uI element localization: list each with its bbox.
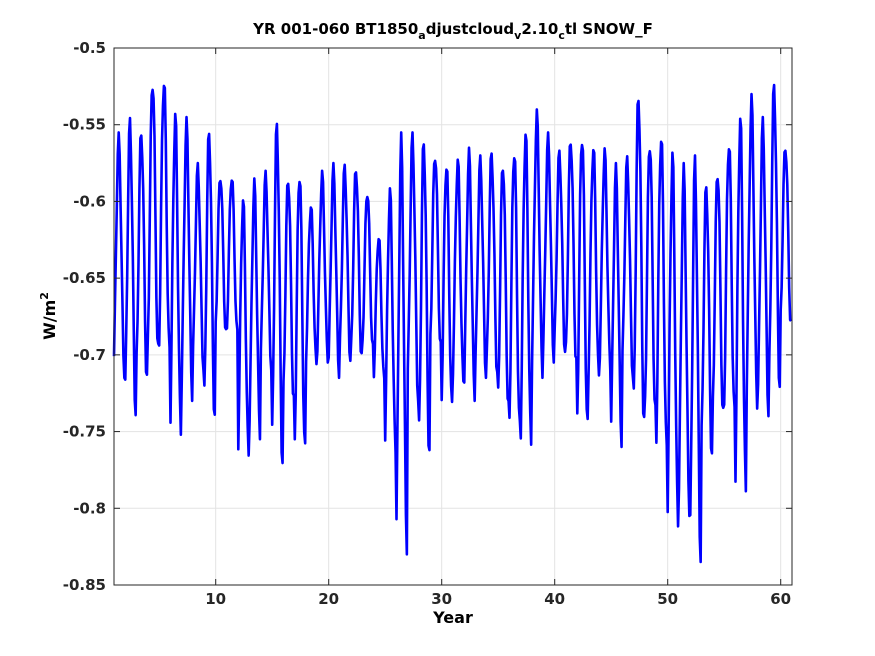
x-tick-label: 50 [657,590,678,608]
y-tick-label: -0.75 [63,423,106,441]
y-tick-label: -0.5 [73,39,106,57]
chart-title-subscript: c [558,29,565,42]
chart-title-part: YR 001-060 BT1850 [252,20,418,38]
x-tick-label: 20 [318,590,339,608]
series-line [112,83,793,564]
y-tick-label: -0.7 [73,346,106,364]
x-tick-label: 60 [770,590,791,608]
x-tick-label: 30 [431,590,452,608]
plot-frame [113,47,793,586]
y-axis-label-base: W/m [40,300,59,340]
chart-title-part: djustcloud [426,20,514,38]
y-axis-label: W/m2 [38,292,59,340]
y-tick-label: -0.55 [63,116,106,134]
y-tick-labels: -0.85 -0.8 -0.75 -0.7 -0.65 -0.6 -0.55 -0.5 [63,39,106,594]
chart-title-part: tl SNOW_F [565,20,653,38]
chart-title-part: 2.10 [521,20,558,38]
y-tick-label: -0.65 [63,269,106,287]
chart-title-subscript: v [514,29,522,42]
x-tick-label: 40 [544,590,565,608]
x-axis-label: Year [432,608,473,627]
chart-title-subscript: a [418,29,425,42]
series-layer [112,83,793,564]
x-tick-labels: 10 20 30 40 50 60 [205,590,791,608]
x-tick-label: 10 [205,590,226,608]
y-tick-label: -0.8 [73,499,106,517]
y-axis-label-superscript: 2 [38,292,51,300]
y-tick-label: -0.6 [73,192,106,210]
chart-title: YR 001-060 BT1850adjustcloudv2.10ctl SNO… [252,20,653,42]
ticks [114,47,792,586]
y-tick-label: -0.85 [63,576,106,594]
